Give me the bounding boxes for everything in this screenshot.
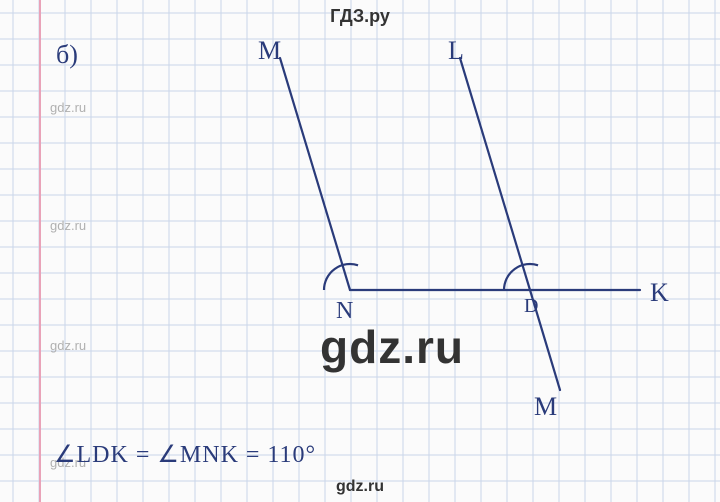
svg-text:D: D [524,295,538,317]
label-M-bottom: M [534,392,557,422]
answer-text: ∠LDK = ∠MNK = 110° [54,440,316,469]
problem-part-label: б) [56,40,78,70]
diagram-canvas: D [0,0,720,502]
label-L-top: L [448,36,464,66]
watermark-large: gdz.ru [320,320,464,374]
watermark-small: gdz.ru [50,100,86,115]
label-K: K [650,278,669,308]
header-watermark: ГДЗ.ру [0,6,720,27]
page: { "header": "ГДЗ.ру", "footer": "gdz.ru"… [0,0,720,502]
footer-watermark: gdz.ru [0,478,720,496]
watermark-small: gdz.ru [50,338,86,353]
label-N: N [336,298,353,325]
label-M-top: M [258,36,281,66]
watermark-small: gdz.ru [50,218,86,233]
